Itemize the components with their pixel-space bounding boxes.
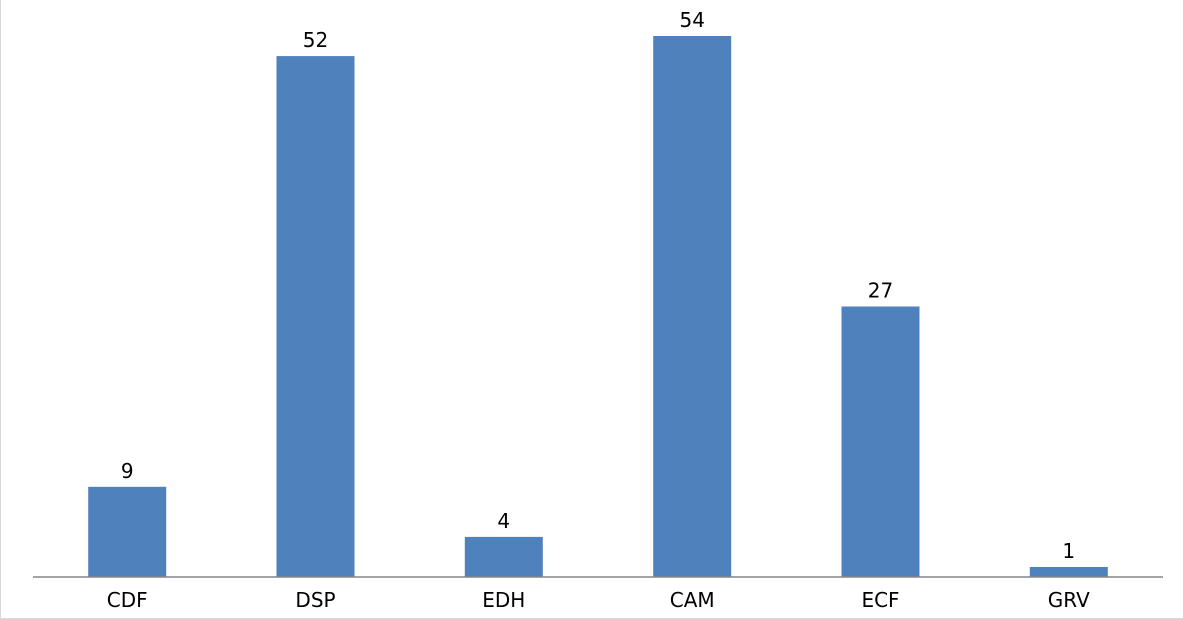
data-label-cdf: 9 (121, 459, 134, 483)
x-tick-label-edh: EDH (482, 588, 525, 612)
bars-group (88, 36, 1108, 578)
x-tick-label-cdf: CDF (107, 588, 148, 612)
data-label-edh: 4 (497, 509, 510, 533)
data-label-dsp: 52 (303, 28, 328, 52)
x-tick-label-ecf: ECF (861, 588, 899, 612)
bar-dsp (276, 56, 355, 578)
x-tick-labels-group: CDF DSP EDH CAM ECF GRV (107, 588, 1090, 612)
x-tick-label-grv: GRV (1048, 588, 1090, 612)
data-labels-group: 9 52 4 54 27 1 (121, 8, 1075, 563)
bar-cam (653, 36, 732, 577)
data-label-grv: 1 (1062, 539, 1075, 563)
x-tick-label-dsp: DSP (295, 588, 335, 612)
data-label-ecf: 27 (868, 279, 893, 303)
bar-cdf (88, 486, 167, 577)
data-label-cam: 54 (679, 8, 704, 32)
bar-edh (464, 536, 543, 577)
bar-grv (1029, 567, 1108, 577)
bar-ecf (841, 306, 920, 577)
x-tick-label-cam: CAM (670, 588, 715, 612)
